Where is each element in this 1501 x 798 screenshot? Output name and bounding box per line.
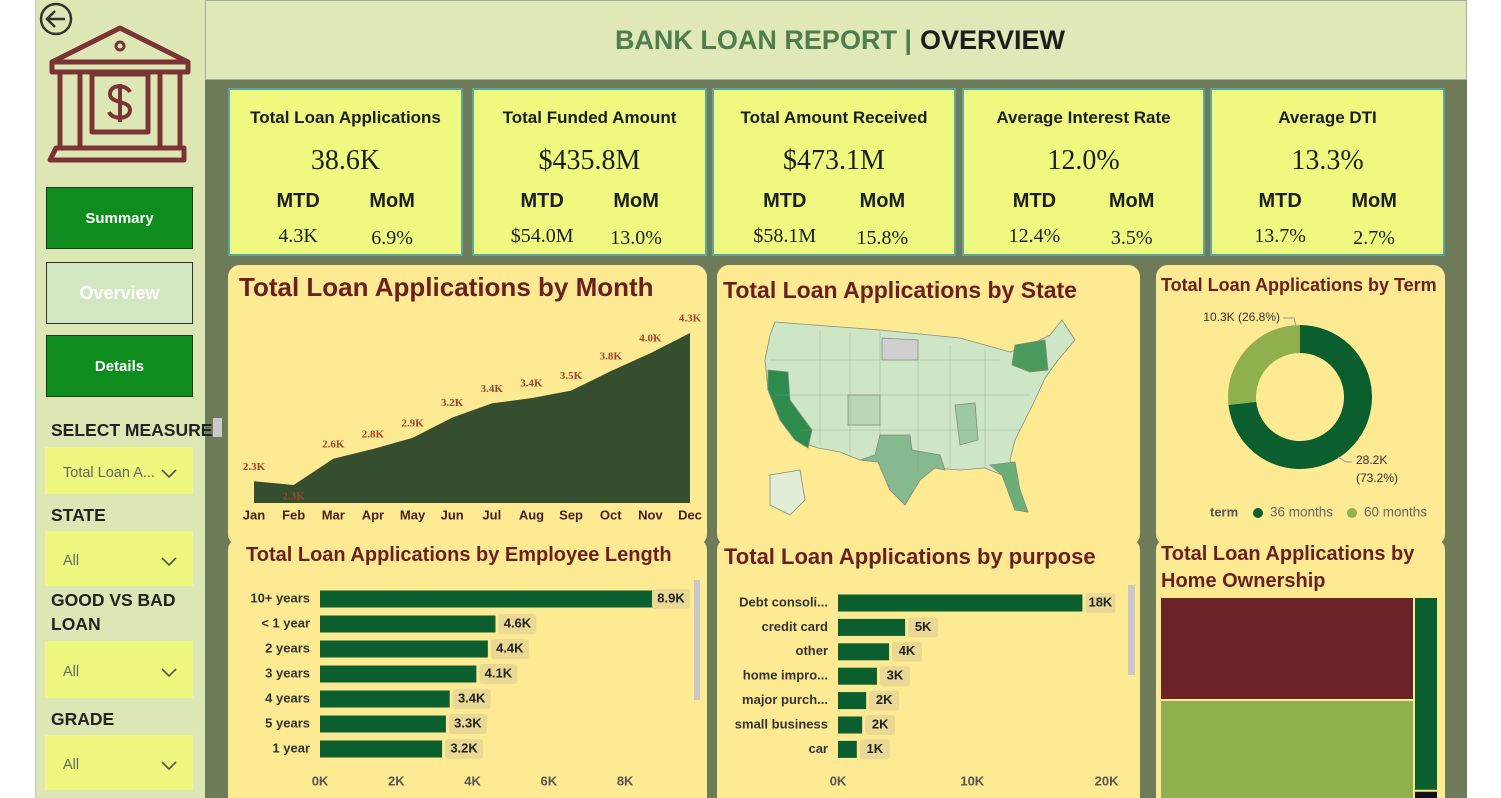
kpi-title: Total Amount Received	[740, 108, 928, 127]
nav-button[interactable]: Summary	[46, 187, 193, 249]
kpi-mtd-value: 4.3K	[278, 225, 318, 247]
back-button[interactable]	[39, 2, 73, 36]
bank-icon	[47, 25, 191, 163]
kpi-mtd-value: 13.7%	[1254, 225, 1306, 247]
kpi-value: 38.6K	[310, 145, 381, 176]
kpi-mtd-value: $54.0M	[510, 225, 574, 247]
kpi-card: Average Interest Rate 12.0% MTD MoM 12.4% 3.5…	[962, 88, 1205, 256]
filter-value: All	[63, 664, 80, 680]
chart-panel: Total Loan Applications by Term	[1156, 265, 1445, 546]
kpi-mom-label: MoM	[859, 190, 906, 212]
chart-panel: Total Loan Applications by Home Ownershi…	[1156, 538, 1445, 798]
header-page: OVERVIEW	[920, 24, 1066, 55]
dropdown-chevron	[161, 556, 177, 566]
kpi-mom-label: MoM	[1351, 190, 1397, 212]
filter-value: Total Loan A...	[63, 465, 155, 481]
kpi-mtd-label: MTD	[520, 190, 564, 212]
kpi-card: Total Loan Applications 38.6K MTD MoM 4.3K 6.…	[228, 88, 463, 256]
chart-title: Total Loan Applications by Month	[239, 272, 654, 302]
kpi-mom-label: MoM	[613, 190, 659, 212]
kpi-mom-label: MoM	[1108, 190, 1155, 212]
kpi-title: Total Loan Applications	[250, 108, 441, 127]
kpi-mom-value: 15.8%	[856, 227, 909, 249]
header: BANK LOAN REPORT | OVERVIEW	[205, 0, 1467, 80]
chart-title: Total Loan Applications by State	[723, 277, 1077, 303]
nav-button[interactable]: Details	[46, 335, 193, 397]
dropdown-chevron	[161, 760, 177, 770]
chart-title: Total Loan Applications by Employee Leng…	[246, 544, 672, 566]
kpi-value: $473.1M	[783, 145, 885, 176]
kpi-card: Total Amount Received $473.1M MTD MoM $58.1M…	[712, 88, 956, 256]
dropdown-chevron	[161, 667, 177, 677]
filter-label: STATE	[51, 505, 106, 525]
filter-label: GRADE	[51, 709, 115, 729]
kpi-mom-value: 2.7%	[1353, 227, 1395, 249]
kpi-mtd-label: MTD	[763, 190, 807, 212]
filter-value: All	[63, 757, 80, 773]
kpi-value: 13.3%	[1291, 145, 1364, 176]
kpi-card: Total Funded Amount $435.8M MTD MoM $54.0M 13…	[472, 88, 707, 256]
filter-dropdown[interactable]: Total Loan A...	[45, 447, 193, 494]
kpi-title: Average DTI	[1278, 108, 1377, 127]
header-title: BANK LOAN REPORT |	[614, 24, 912, 55]
kpi-value: 12.0%	[1047, 145, 1120, 176]
kpi-mom-value: 13.0%	[610, 227, 662, 249]
filter-dropdown[interactable]: All	[45, 641, 193, 698]
filter-dropdown[interactable]: All	[45, 735, 193, 790]
kpi-mtd-label: MTD	[1012, 190, 1057, 212]
nav-button[interactable]: Overview	[46, 262, 193, 324]
kpi-title: Average Interest Rate	[996, 108, 1171, 127]
kpi-mtd-label: MTD	[1258, 190, 1302, 212]
sidebar-icons	[39, 2, 191, 163]
kpi-mtd-label: MTD	[276, 190, 320, 212]
chart-panel: Total Loan Applications by Month	[228, 265, 707, 546]
kpi-card: Average DTI 13.3% MTD MoM 13.7% 2.7%	[1210, 88, 1445, 256]
filter-dropdown[interactable]: All	[45, 531, 193, 586]
dropdown-chevron	[161, 468, 177, 478]
kpi-mtd-value: 12.4%	[1008, 225, 1061, 247]
chart-title: Total Loan Applications by Term	[1161, 275, 1437, 295]
chart-panel: Total Loan Applications by Employee Leng…	[228, 538, 707, 798]
data-label: 28.2K (73.2%)	[1356, 453, 1399, 485]
chart-title: Total Loan Applications by Home Ownershi…	[1161, 543, 1415, 592]
kpi-mom-value: 6.9%	[371, 227, 413, 249]
chart-panel: Total Loan Applications by purpose	[717, 538, 1140, 798]
kpi-mtd-value: $58.1M	[753, 225, 817, 247]
kpi-title: Total Funded Amount	[502, 108, 677, 127]
filter-label: SELECT MEASURE	[51, 420, 213, 440]
kpi-mom-value: 3.5%	[1110, 227, 1153, 249]
chart-title: Total Loan Applications by purpose	[724, 544, 1096, 569]
filter-label: GOOD VS BAD LOAN	[51, 590, 176, 634]
scroll-indicator	[213, 418, 222, 437]
chart-panel: Total Loan Applications by State	[717, 265, 1140, 546]
filter-value: All	[63, 553, 80, 569]
kpi-mom-label: MoM	[369, 190, 415, 212]
kpi-value: $435.8M	[538, 145, 641, 176]
